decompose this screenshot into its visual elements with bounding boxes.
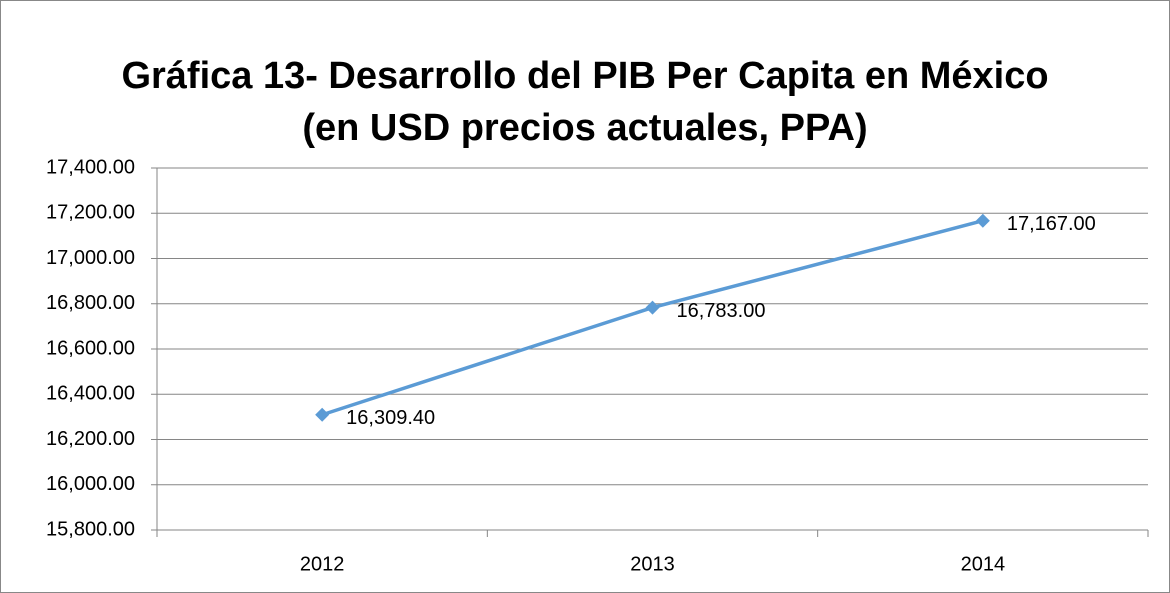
y-tick-label: 16,800.00 (46, 292, 135, 314)
data-label: 16,309.40 (346, 407, 435, 429)
y-tick-label: 16,000.00 (46, 473, 135, 495)
x-tick-label: 2014 (961, 553, 1006, 575)
data-point (645, 300, 660, 315)
chart-title: (en USD precios actuales, PPA) (302, 107, 867, 149)
y-tick-label: 16,600.00 (46, 337, 135, 359)
x-tick-label: 2013 (630, 553, 675, 575)
y-tick-label: 17,000.00 (46, 247, 135, 269)
y-tick-label: 15,800.00 (46, 518, 135, 540)
x-tick-label: 2012 (300, 553, 345, 575)
data-label: 17,167.00 (1007, 213, 1096, 235)
data-point (315, 407, 330, 422)
y-tick-label: 16,400.00 (46, 383, 135, 405)
y-tick-label: 17,200.00 (46, 202, 135, 224)
y-tick-label: 17,400.00 (46, 156, 135, 178)
chart-title: Gráfica 13- Desarrollo del PIB Per Capit… (121, 55, 1048, 97)
data-label: 16,783.00 (677, 300, 766, 322)
data-point (975, 213, 990, 228)
y-tick-label: 16,200.00 (46, 428, 135, 450)
